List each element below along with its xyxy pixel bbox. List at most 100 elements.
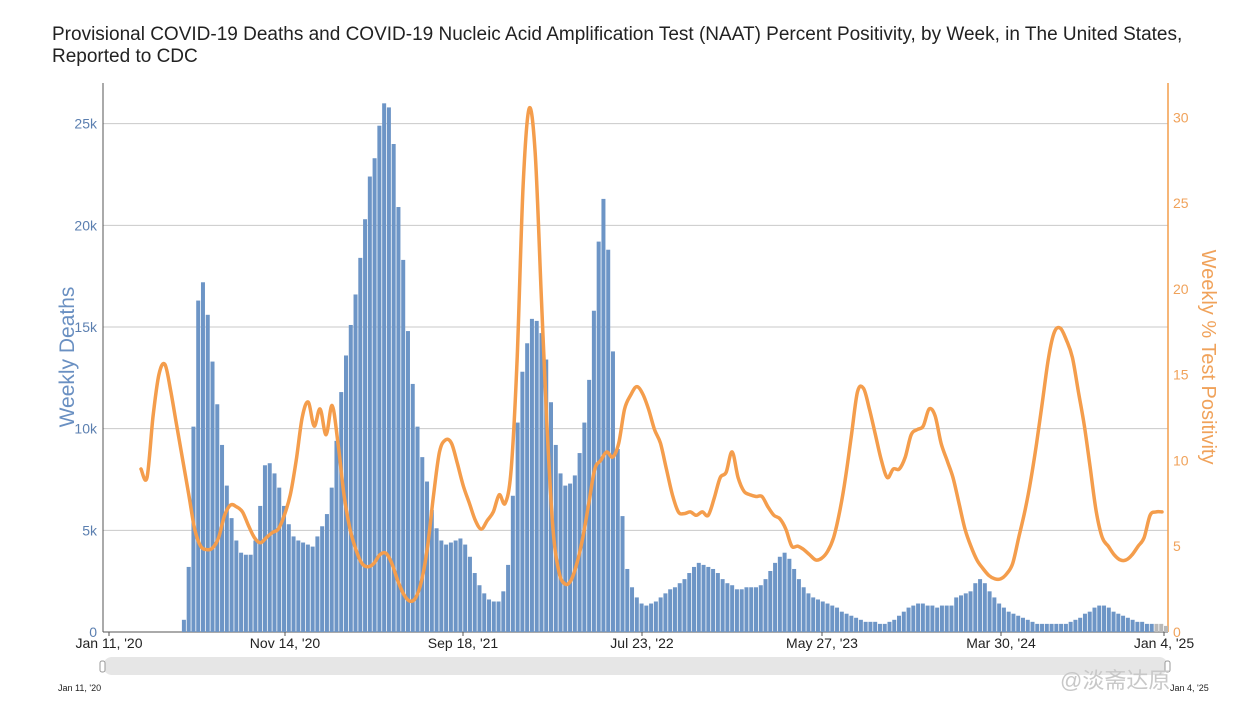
deaths-bar[interactable]: [1078, 617, 1083, 632]
deaths-bar[interactable]: [792, 568, 797, 632]
deaths-bar[interactable]: [897, 615, 902, 632]
deaths-bar[interactable]: [801, 587, 806, 632]
deaths-bar[interactable]: [715, 573, 720, 632]
deaths-bar[interactable]: [386, 107, 391, 632]
deaths-bar[interactable]: [625, 568, 630, 632]
deaths-bar[interactable]: [815, 599, 820, 632]
deaths-bar[interactable]: [739, 589, 744, 632]
deaths-bar[interactable]: [873, 621, 878, 632]
deaths-bar[interactable]: [911, 605, 916, 632]
deaths-bar[interactable]: [1111, 611, 1116, 632]
navigator-left-handle[interactable]: [99, 660, 106, 673]
deaths-bar[interactable]: [358, 257, 363, 632]
deaths-bar[interactable]: [920, 603, 925, 632]
deaths-bar[interactable]: [448, 542, 453, 632]
deaths-bar[interactable]: [949, 605, 954, 632]
deaths-bar[interactable]: [1130, 619, 1135, 632]
deaths-bar[interactable]: [291, 536, 296, 632]
deaths-bar[interactable]: [1001, 607, 1006, 632]
deaths-bar[interactable]: [467, 556, 472, 632]
deaths-bar[interactable]: [830, 605, 835, 632]
navigator-right-handle[interactable]: [1164, 660, 1171, 673]
deaths-bar[interactable]: [620, 516, 625, 632]
deaths-bar[interactable]: [477, 585, 482, 632]
deaths-bar[interactable]: [367, 176, 372, 632]
deaths-bar[interactable]: [730, 585, 735, 632]
deaths-bar[interactable]: [1125, 617, 1130, 632]
deaths-bar[interactable]: [339, 392, 344, 632]
deaths-bar[interactable]: [973, 583, 978, 632]
deaths-bar[interactable]: [825, 603, 830, 632]
deaths-bar[interactable]: [215, 404, 220, 632]
deaths-bar[interactable]: [529, 318, 534, 632]
deaths-bar[interactable]: [501, 591, 506, 632]
deaths-bar[interactable]: [181, 619, 186, 632]
deaths-bar[interactable]: [472, 573, 477, 632]
deaths-bar[interactable]: [1025, 619, 1030, 632]
deaths-bar[interactable]: [344, 355, 348, 632]
deaths-bar[interactable]: [682, 579, 687, 632]
deaths-bar[interactable]: [982, 583, 987, 632]
deaths-bar[interactable]: [1068, 621, 1073, 632]
deaths-bar[interactable]: [610, 351, 615, 632]
deaths-bar[interactable]: [1016, 615, 1021, 632]
deaths-bar[interactable]: [1106, 607, 1111, 632]
deaths-bar[interactable]: [315, 536, 320, 632]
deaths-bar[interactable]: [615, 449, 620, 632]
deaths-bar[interactable]: [463, 544, 468, 632]
deaths-bar[interactable]: [272, 473, 277, 632]
deaths-bar[interactable]: [391, 144, 396, 632]
deaths-bar[interactable]: [262, 465, 267, 632]
deaths-bar[interactable]: [749, 587, 754, 632]
deaths-bar[interactable]: [1035, 623, 1040, 632]
deaths-bar[interactable]: [978, 579, 983, 632]
deaths-bar[interactable]: [696, 562, 701, 632]
deaths-bar[interactable]: [491, 601, 496, 633]
deaths-bar[interactable]: [854, 617, 859, 632]
deaths-bar[interactable]: [544, 359, 549, 632]
deaths-bar[interactable]: [877, 623, 882, 632]
deaths-bar[interactable]: [839, 611, 844, 632]
deaths-bar[interactable]: [959, 595, 963, 632]
deaths-bar[interactable]: [601, 198, 606, 632]
deaths-bar[interactable]: [630, 587, 635, 632]
deaths-bar[interactable]: [658, 597, 663, 632]
deaths-bar[interactable]: [200, 282, 205, 632]
deaths-bar[interactable]: [572, 475, 577, 632]
deaths-bar[interactable]: [1020, 617, 1025, 632]
deaths-bar[interactable]: [324, 514, 329, 632]
deaths-bar[interactable]: [205, 314, 210, 632]
deaths-bar[interactable]: [382, 103, 387, 632]
deaths-bar[interactable]: [773, 562, 778, 632]
deaths-bar[interactable]: [677, 583, 682, 632]
deaths-bar[interactable]: [663, 593, 668, 632]
deaths-bar[interactable]: [210, 361, 215, 632]
deaths-bar[interactable]: [930, 605, 935, 632]
deaths-bar[interactable]: [649, 603, 654, 632]
deaths-bar[interactable]: [901, 611, 906, 632]
deaths-bar[interactable]: [405, 331, 410, 632]
deaths-bar[interactable]: [1059, 623, 1064, 632]
deaths-bar[interactable]: [1049, 623, 1054, 632]
deaths-bar[interactable]: [811, 597, 816, 632]
deaths-bar[interactable]: [763, 579, 768, 632]
deaths-bar[interactable]: [525, 343, 530, 632]
deaths-bar[interactable]: [858, 619, 863, 632]
deaths-bar[interactable]: [1140, 621, 1145, 632]
deaths-bar[interactable]: [334, 440, 339, 632]
deaths-bar[interactable]: [1135, 621, 1140, 632]
deaths-bar[interactable]: [515, 422, 520, 632]
deaths-bar[interactable]: [997, 603, 1002, 632]
deaths-bar[interactable]: [496, 601, 501, 633]
deaths-bar[interactable]: [806, 593, 811, 632]
deaths-bar[interactable]: [310, 546, 315, 632]
deaths-bar[interactable]: [415, 426, 420, 632]
deaths-bar[interactable]: [916, 603, 921, 632]
deaths-bar[interactable]: [248, 554, 253, 632]
deaths-bar[interactable]: [329, 487, 334, 632]
deaths-bar[interactable]: [939, 605, 944, 632]
deaths-bar[interactable]: [944, 605, 949, 632]
deaths-bar[interactable]: [1154, 623, 1159, 632]
deaths-bar[interactable]: [782, 552, 787, 632]
deaths-bar[interactable]: [1116, 613, 1121, 632]
